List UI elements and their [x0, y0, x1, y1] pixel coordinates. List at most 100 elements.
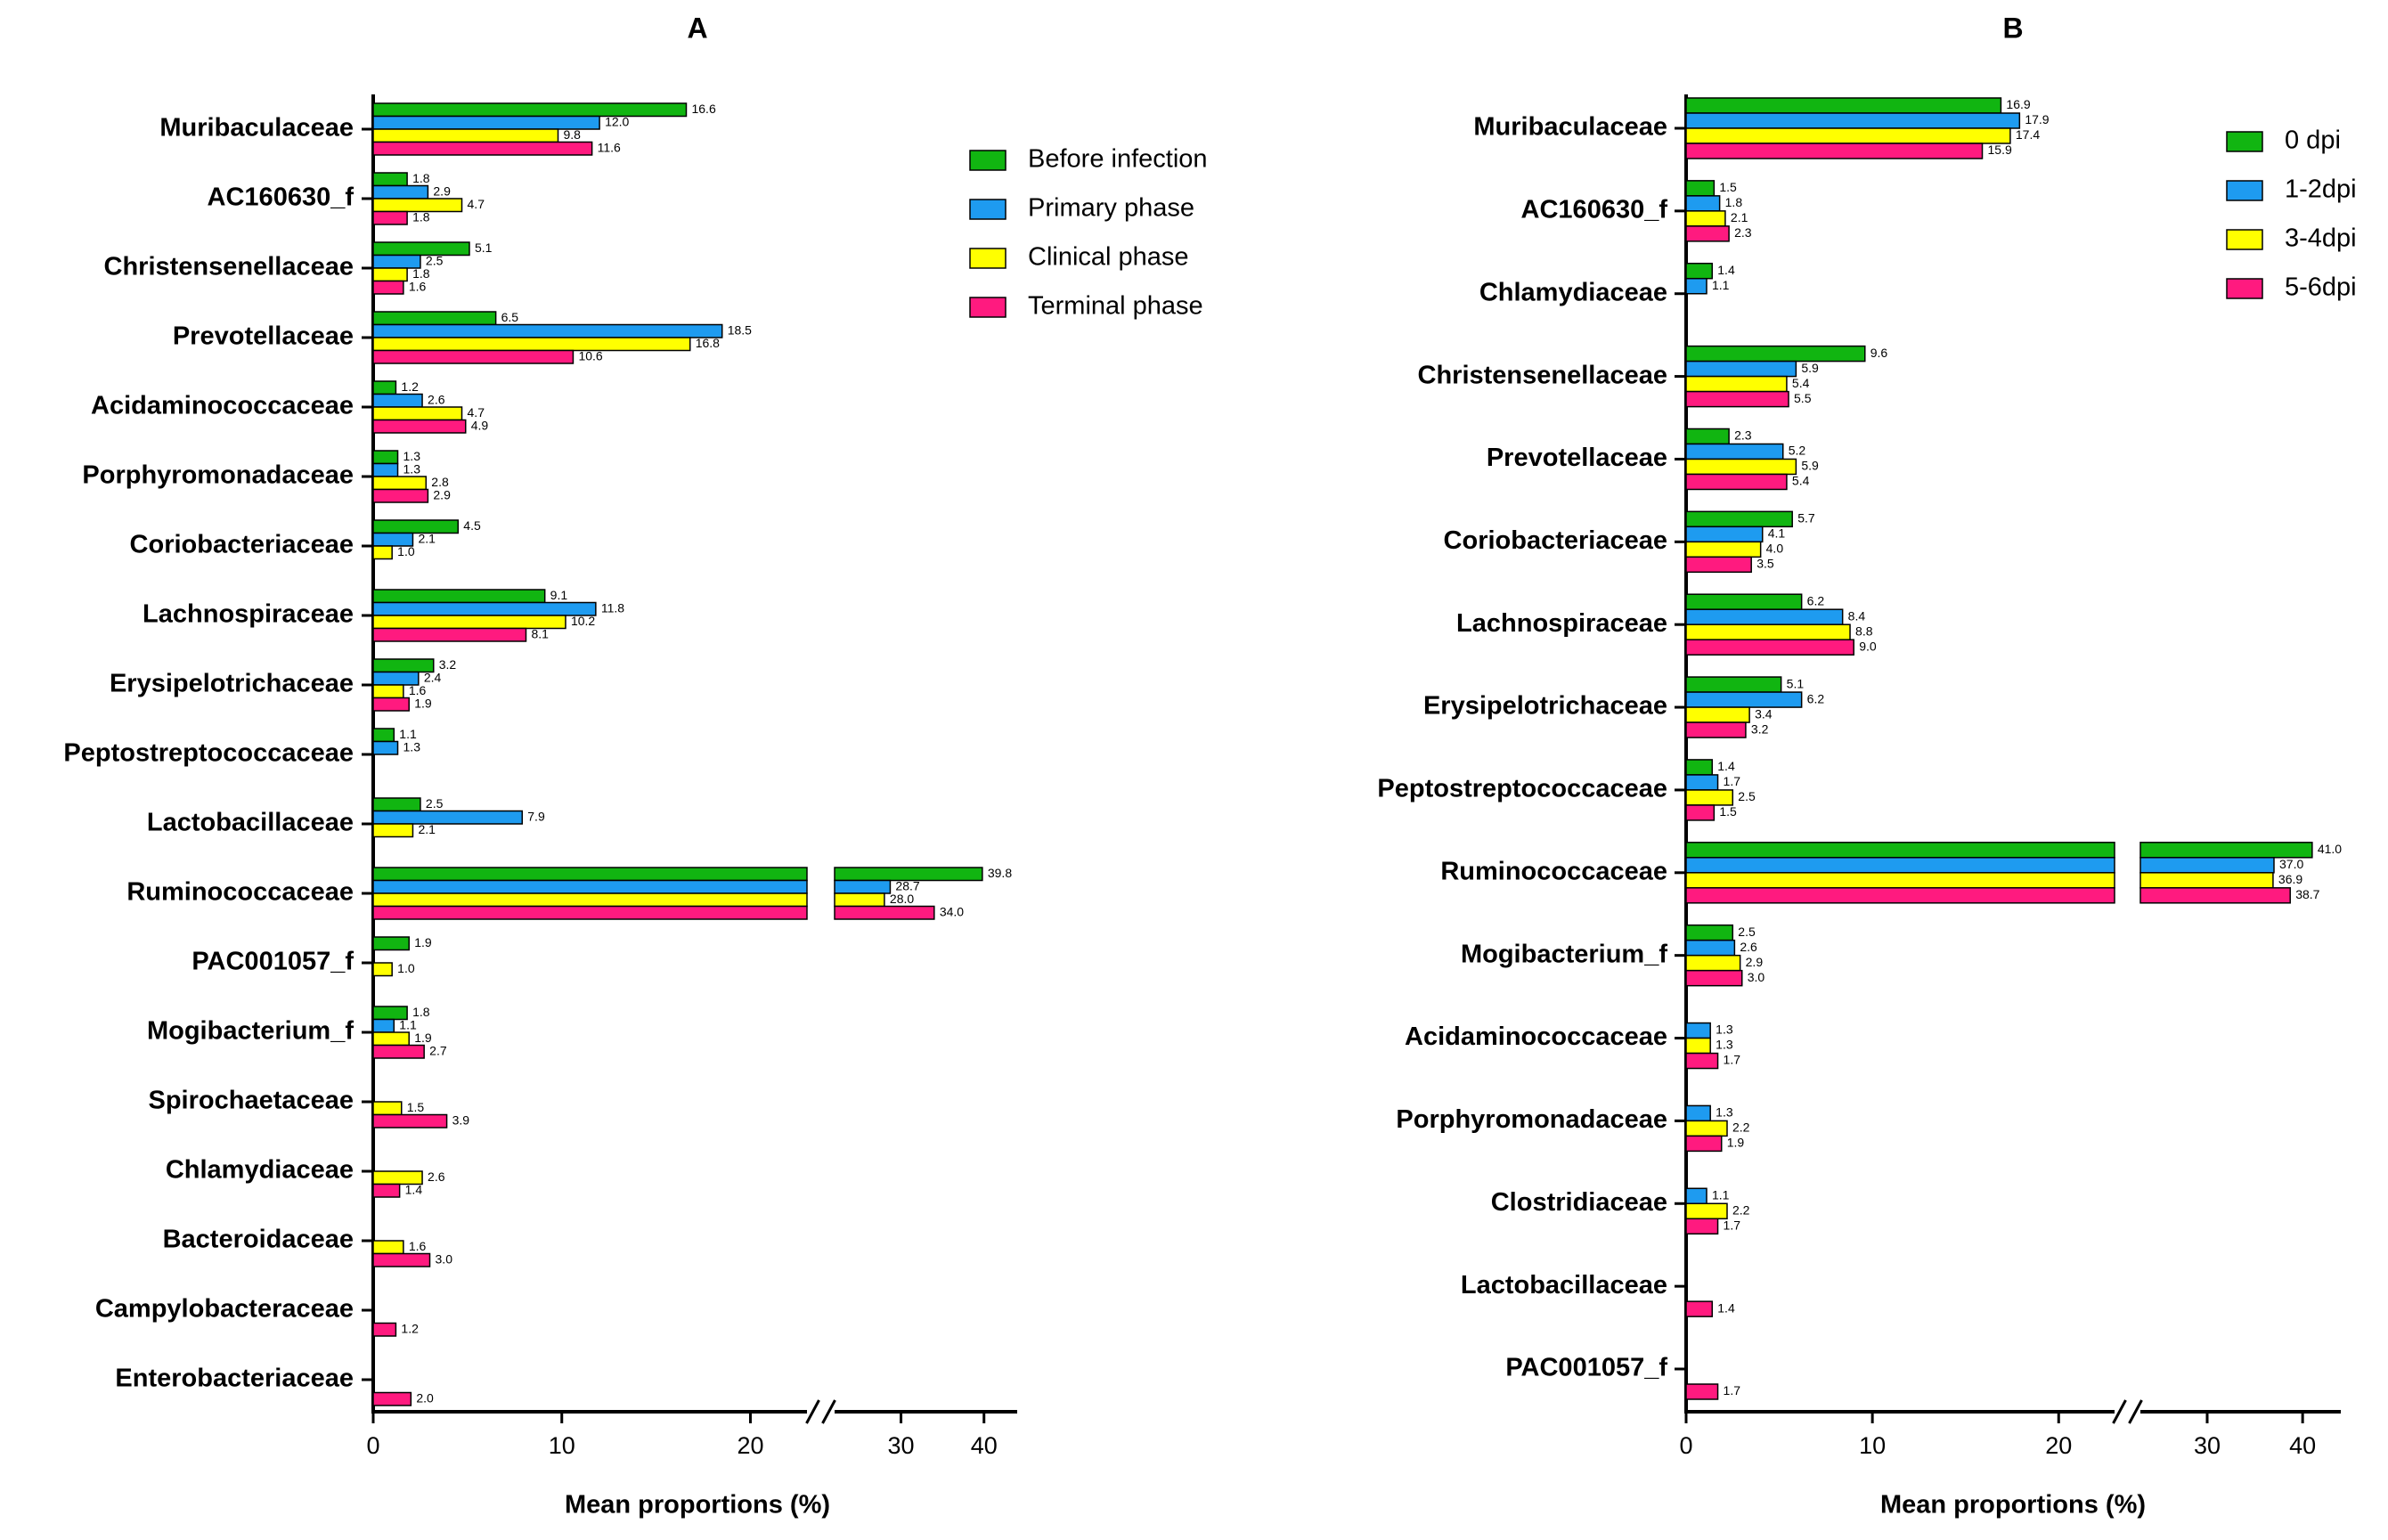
- x-tick-label: 10: [1859, 1432, 1886, 1459]
- value-label: 1.3: [403, 449, 421, 463]
- bar: [372, 128, 559, 143]
- bar: [1685, 608, 1844, 625]
- bar: [372, 323, 723, 338]
- bar: [1685, 1037, 1711, 1055]
- axis-break: [2128, 1399, 2143, 1424]
- bar: [372, 198, 463, 213]
- bar: [1685, 1052, 1719, 1070]
- value-label: 1.7: [1724, 774, 1741, 788]
- value-label: 2.0: [416, 1390, 434, 1405]
- bar: [372, 184, 429, 200]
- x-tick-label: 30: [2194, 1432, 2221, 1459]
- bar: [372, 697, 410, 712]
- legend-label: 1-2dpi: [2285, 175, 2357, 204]
- bar: [372, 476, 428, 491]
- value-label: 8.8: [1855, 623, 1873, 638]
- category-label: Peptostreptococcaceae: [63, 739, 354, 768]
- legend-swatch: [969, 248, 1007, 269]
- value-label: 39.8: [988, 866, 1012, 880]
- value-label: 1.8: [412, 266, 430, 281]
- value-label: 2.6: [1740, 940, 1757, 954]
- value-label: 2.1: [1731, 210, 1748, 224]
- value-label: 3.5: [1756, 557, 1774, 571]
- value-label: 5.9: [1801, 361, 1819, 375]
- value-label: 8.1: [532, 626, 550, 640]
- bar: [372, 797, 421, 812]
- legend-swatch: [969, 199, 1007, 220]
- value-label: 8.4: [1848, 608, 1866, 623]
- bar: [372, 545, 393, 560]
- bar: [834, 879, 892, 894]
- legend-label: Primary phase: [1028, 194, 1194, 223]
- bar: [834, 892, 885, 908]
- bar: [1685, 954, 1741, 972]
- bar: [372, 406, 463, 421]
- bar: [1685, 1202, 1728, 1220]
- x-tick-label: 0: [366, 1432, 379, 1459]
- category-label: Acidaminococcaceae: [91, 392, 354, 420]
- axis-break: [2112, 1399, 2127, 1424]
- value-label: 3.0: [436, 1251, 453, 1266]
- legend-swatch: [2226, 278, 2263, 299]
- category-label: Acidaminococcaceae: [1405, 1023, 1667, 1051]
- bar: [372, 1391, 412, 1406]
- category-label: Erysipelotrichaceae: [110, 670, 354, 698]
- legend-swatch: [2226, 131, 2263, 152]
- bar: [372, 1113, 448, 1129]
- value-label: 1.9: [1727, 1136, 1745, 1150]
- value-label: 6.2: [1807, 691, 1825, 705]
- axis-break: [821, 1399, 836, 1424]
- value-label: 2.8: [431, 475, 449, 489]
- bar: [1685, 360, 1797, 378]
- x-tick-label: 40: [2289, 1432, 2316, 1459]
- value-label: 10.6: [578, 348, 602, 363]
- bar: [1685, 593, 1803, 610]
- value-label: 1.4: [405, 1182, 423, 1196]
- bar: [1685, 939, 1736, 957]
- value-label: 2.3: [1734, 225, 1752, 240]
- bar: [1685, 541, 1762, 558]
- bar: [372, 892, 808, 908]
- bar: [372, 141, 593, 156]
- bar: [372, 589, 546, 604]
- bar: [372, 627, 527, 642]
- value-label: 1.1: [399, 727, 417, 741]
- value-label: 5.1: [1787, 676, 1805, 690]
- bar: [372, 936, 410, 951]
- x-tick-label: 40: [971, 1432, 998, 1459]
- bar: [372, 728, 395, 743]
- legend-label: 3-4dpi: [2285, 224, 2357, 253]
- bar: [1685, 526, 1764, 543]
- bar: [372, 419, 467, 434]
- x-axis-label: Mean proportions (%): [565, 1491, 830, 1520]
- category-label: PAC001057_f: [192, 948, 354, 976]
- value-label: 1.4: [1717, 263, 1735, 277]
- legend-swatch: [969, 297, 1007, 318]
- category-label: Lachnospiraceae: [1456, 609, 1667, 638]
- bar: [1685, 721, 1747, 738]
- value-label: 1.0: [397, 544, 415, 558]
- bar: [1685, 345, 1866, 363]
- value-label: 28.7: [895, 878, 919, 892]
- value-label: 16.9: [2006, 97, 2030, 111]
- value-label: 9.8: [564, 127, 582, 142]
- bar: [1685, 969, 1743, 987]
- value-label: 10.2: [571, 614, 595, 628]
- bar: [1685, 225, 1730, 242]
- bar: [1685, 691, 1803, 708]
- value-label: 1.1: [1712, 1187, 1730, 1202]
- bar: [372, 380, 397, 395]
- bar: [372, 1044, 425, 1059]
- value-label: 6.2: [1807, 593, 1825, 607]
- category-label: Muribaculaceae: [159, 114, 354, 143]
- panel-title: B: [2002, 12, 2023, 44]
- category-label: Ruminococcaceae: [126, 878, 354, 907]
- bar: [372, 532, 414, 547]
- bar: [372, 879, 808, 894]
- bar: [372, 349, 575, 364]
- value-label: 1.2: [401, 1321, 419, 1335]
- value-label: 1.4: [1717, 759, 1735, 773]
- bar: [372, 102, 688, 118]
- value-label: 2.9: [1746, 955, 1764, 969]
- value-label: 5.4: [1792, 376, 1810, 390]
